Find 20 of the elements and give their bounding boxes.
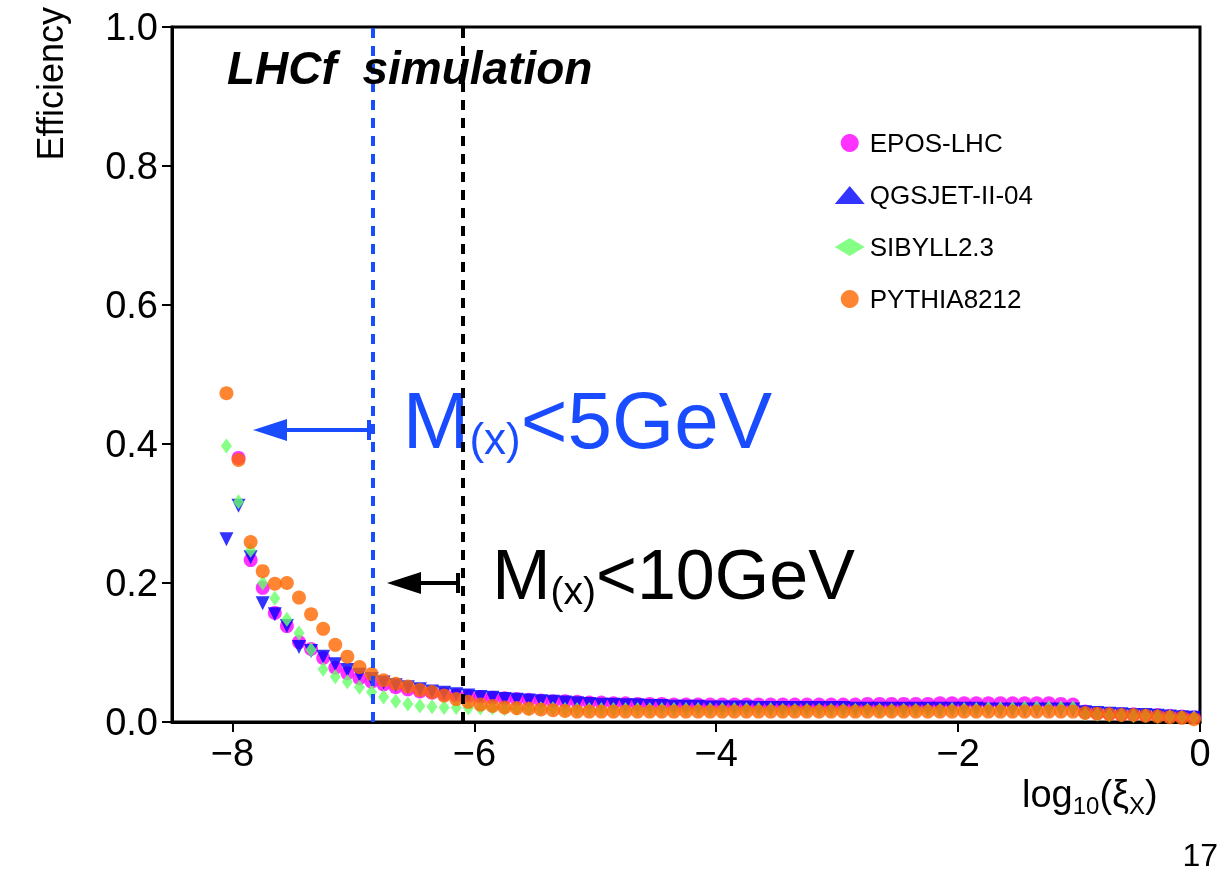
ref-line-label: M(x)<10GeV	[492, 535, 856, 614]
y-tick-label: 0.2	[105, 562, 158, 604]
x-tick-label: −2	[936, 732, 980, 774]
x-tick-label: −4	[694, 732, 738, 774]
y-tick-label: 0.8	[105, 145, 158, 187]
x-tick-label: 0	[1189, 732, 1211, 774]
x-tick-label: −6	[452, 732, 497, 774]
y-tick-label: 1.0	[105, 6, 158, 48]
legend-label: EPOS-LHC	[869, 128, 1003, 158]
x-tick-label: −8	[210, 732, 255, 774]
legend-label: QGSJET-II-04	[869, 180, 1033, 210]
legend-label: PYTHIA8212	[869, 284, 1022, 314]
y-axis-title: Efficiency	[29, 7, 71, 161]
legend-label: SIBYLL2.3	[869, 232, 995, 262]
y-tick-label: 0.0	[105, 701, 158, 743]
y-tick-label: 0.4	[105, 423, 158, 465]
chart-title: LHCf simulation	[227, 42, 593, 94]
y-tick-label: 0.6	[105, 284, 158, 326]
ref-line-label: M(x)<5GeV	[402, 376, 773, 465]
text: 17	[1182, 837, 1218, 873]
